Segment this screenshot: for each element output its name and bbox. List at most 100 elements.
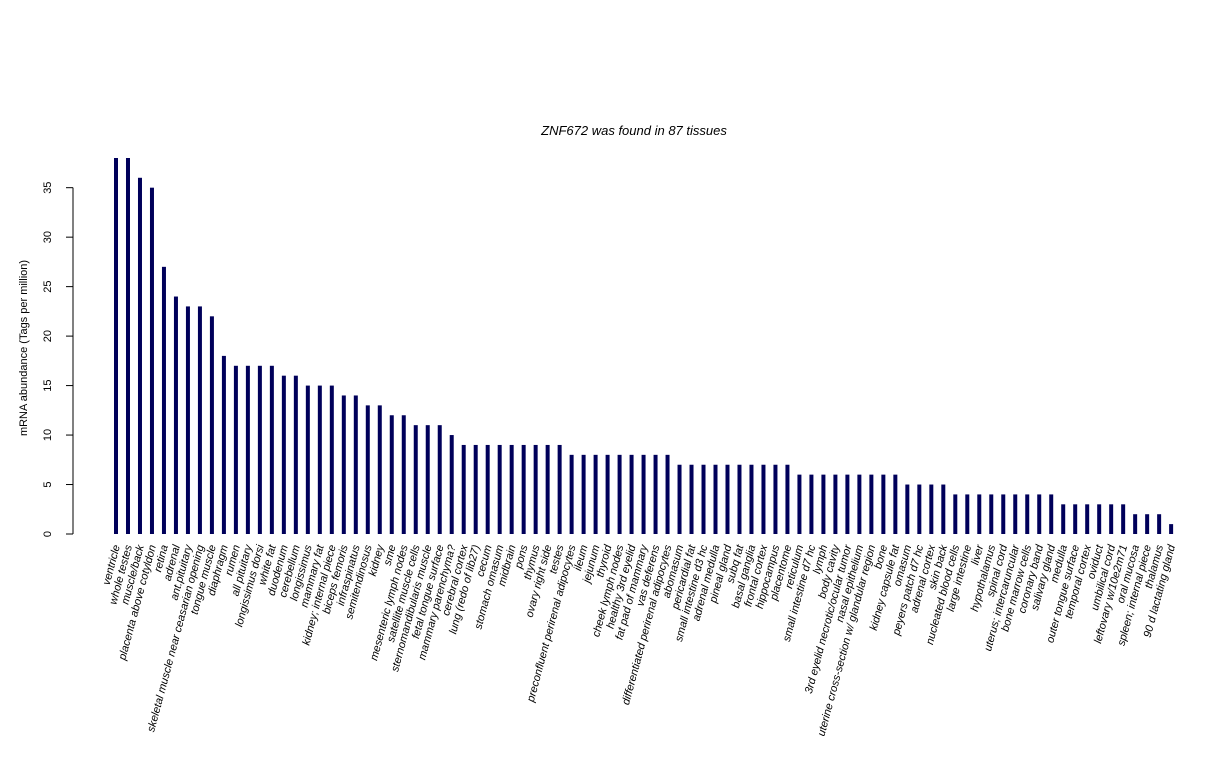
bar <box>1001 494 1006 534</box>
bar <box>257 365 262 534</box>
bar <box>185 306 190 534</box>
bar <box>461 444 466 534</box>
bar <box>173 296 178 534</box>
bar <box>785 464 790 534</box>
bar <box>401 415 406 534</box>
bar <box>557 444 562 534</box>
bar <box>281 375 286 534</box>
bar <box>965 494 970 534</box>
bar <box>797 474 802 534</box>
y-axis-label: mRNA abundance (Tags per million) <box>18 260 30 436</box>
bar <box>509 444 514 534</box>
bars-group <box>114 158 1174 535</box>
bar <box>233 365 238 534</box>
bar <box>1073 504 1078 534</box>
bar <box>305 385 310 534</box>
bar <box>1025 494 1030 534</box>
bar <box>533 444 538 534</box>
bar <box>365 405 370 534</box>
bar <box>713 464 718 534</box>
bar <box>329 385 334 534</box>
bar <box>485 444 490 534</box>
bar <box>749 464 754 534</box>
bar <box>725 464 730 534</box>
bar <box>737 464 742 534</box>
bar <box>125 158 130 534</box>
bar <box>917 484 922 534</box>
bar <box>833 474 838 534</box>
bar <box>1169 524 1174 534</box>
bar <box>665 454 670 534</box>
bar <box>269 365 274 534</box>
y-tick-label: 25 <box>42 281 54 293</box>
bar <box>497 444 502 534</box>
bar <box>941 484 946 534</box>
bar <box>1013 494 1018 534</box>
bar <box>317 385 322 534</box>
bar <box>1133 514 1138 534</box>
y-tick-label: 0 <box>42 531 54 537</box>
bar <box>677 464 682 534</box>
bar <box>161 266 166 534</box>
y-tick-label: 20 <box>42 330 54 342</box>
bar <box>761 464 766 534</box>
bar <box>893 474 898 534</box>
y-tick-label: 5 <box>42 481 54 487</box>
bar <box>245 365 250 534</box>
x-tick-label: sme <box>382 544 399 567</box>
bar <box>869 474 874 534</box>
bar <box>1085 504 1090 534</box>
bar <box>209 316 214 534</box>
bar <box>593 454 598 534</box>
bar <box>149 187 154 534</box>
bar <box>653 454 658 534</box>
y-tick-label: 10 <box>42 429 54 441</box>
bar <box>389 415 394 534</box>
y-tick-label: 15 <box>42 379 54 391</box>
bar <box>221 355 226 534</box>
bar <box>845 474 850 534</box>
bar <box>689 464 694 534</box>
bar <box>581 454 586 534</box>
bar <box>929 484 934 534</box>
bar <box>905 484 910 534</box>
y-tick-label: 35 <box>42 182 54 194</box>
bar <box>629 454 634 534</box>
bar <box>114 158 118 534</box>
bar <box>293 375 298 534</box>
bar <box>617 454 622 534</box>
bar <box>1145 514 1150 534</box>
bar <box>449 435 454 534</box>
bar <box>473 444 478 534</box>
bar <box>989 494 994 534</box>
bar <box>773 464 778 534</box>
bar <box>809 474 814 534</box>
bar <box>1097 504 1102 534</box>
x-tick-label: liver <box>969 542 986 566</box>
bar <box>413 425 418 534</box>
bar <box>953 494 958 534</box>
bar <box>353 395 358 534</box>
bar <box>881 474 886 534</box>
bar <box>137 177 142 535</box>
bar <box>437 425 442 534</box>
bar <box>641 454 646 534</box>
bar <box>977 494 982 534</box>
bar <box>425 425 430 534</box>
bar <box>569 454 574 534</box>
bar <box>521 444 526 534</box>
bar <box>701 464 706 534</box>
bar <box>341 395 346 534</box>
bar <box>1061 504 1066 534</box>
y-axis: 0 5 10 15 20 25 30 35 <box>42 182 74 537</box>
bar <box>1109 504 1114 534</box>
bar <box>1157 514 1162 534</box>
bar <box>1037 494 1042 534</box>
chart-title: ZNF672 was found in 87 tissues <box>540 123 727 138</box>
bar <box>605 454 610 534</box>
bar <box>197 306 202 534</box>
bar <box>821 474 826 534</box>
bar <box>1121 504 1126 534</box>
